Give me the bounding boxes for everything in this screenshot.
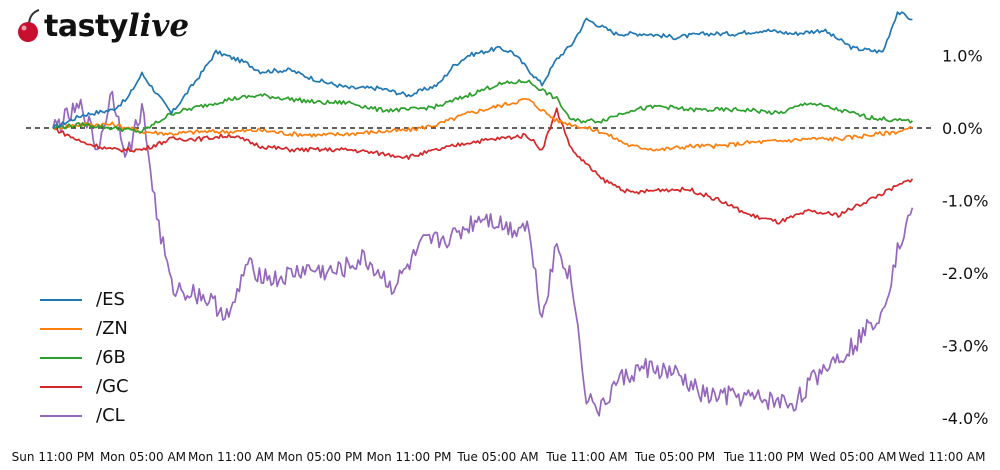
series-line-zn	[52, 97, 913, 152]
x-tick-label: Tue 05:00 AM	[456, 450, 538, 464]
series-line-gc	[52, 107, 914, 225]
legend-item-gc: /GC	[40, 372, 129, 401]
x-tick-label: Wed 05:00 AM	[810, 450, 897, 464]
legend-swatch-6b	[40, 356, 82, 359]
legend-label-es: /ES	[96, 289, 125, 310]
legend-item-cl: /CL	[40, 401, 129, 430]
x-tick-label: Tue 11:00 PM	[723, 450, 804, 464]
chart-legend: /ES /ZN /6B /GC /CL	[40, 285, 129, 430]
y-tick-label: 1.0%	[942, 47, 983, 66]
x-tick-label: Wed 11:00 AM	[899, 450, 986, 464]
tick-layer: 1.0% 0.0% -1.0% -2.0% -3.0% -4.0% Sun 11:00 PM…	[12, 47, 989, 465]
series-layer	[52, 11, 914, 417]
x-tick-label: Mon 05:00 AM	[100, 450, 186, 464]
y-tick-label: -4.0%	[942, 409, 988, 428]
legend-swatch-es	[40, 298, 82, 301]
x-tick-label: Tue 05:00 PM	[634, 450, 715, 464]
series-line-6b	[52, 79, 913, 133]
legend-item-zn: /ZN	[40, 314, 129, 343]
legend-swatch-cl	[40, 414, 82, 417]
legend-label-6b: /6B	[96, 347, 126, 368]
legend-swatch-gc	[40, 385, 82, 388]
brand-name-italic: live	[127, 8, 190, 44]
legend-label-gc: /GC	[96, 376, 129, 397]
y-tick-label: -1.0%	[942, 192, 988, 211]
legend-swatch-zn	[40, 327, 82, 330]
x-tick-label: Mon 11:00 AM	[188, 450, 274, 464]
legend-label-cl: /CL	[96, 405, 125, 426]
x-tick-label: Mon 05:00 PM	[277, 450, 362, 464]
x-tick-label: Sun 11:00 PM	[12, 450, 95, 464]
brand-logo: tasty live	[14, 6, 189, 46]
cherry-icon	[18, 9, 40, 42]
legend-label-zn: /ZN	[96, 318, 128, 339]
y-tick-label: -3.0%	[942, 337, 988, 356]
y-tick-label: -2.0%	[942, 264, 988, 283]
x-tick-label: Mon 11:00 PM	[366, 450, 451, 464]
brand-name-bold: tasty	[44, 8, 128, 44]
series-line-es	[52, 11, 913, 129]
x-tick-label: Tue 11:00 AM	[545, 450, 627, 464]
y-tick-label: 0.0%	[942, 119, 983, 138]
legend-item-es: /ES	[40, 285, 129, 314]
legend-item-6b: /6B	[40, 343, 129, 372]
series-line-cl	[52, 90, 914, 417]
